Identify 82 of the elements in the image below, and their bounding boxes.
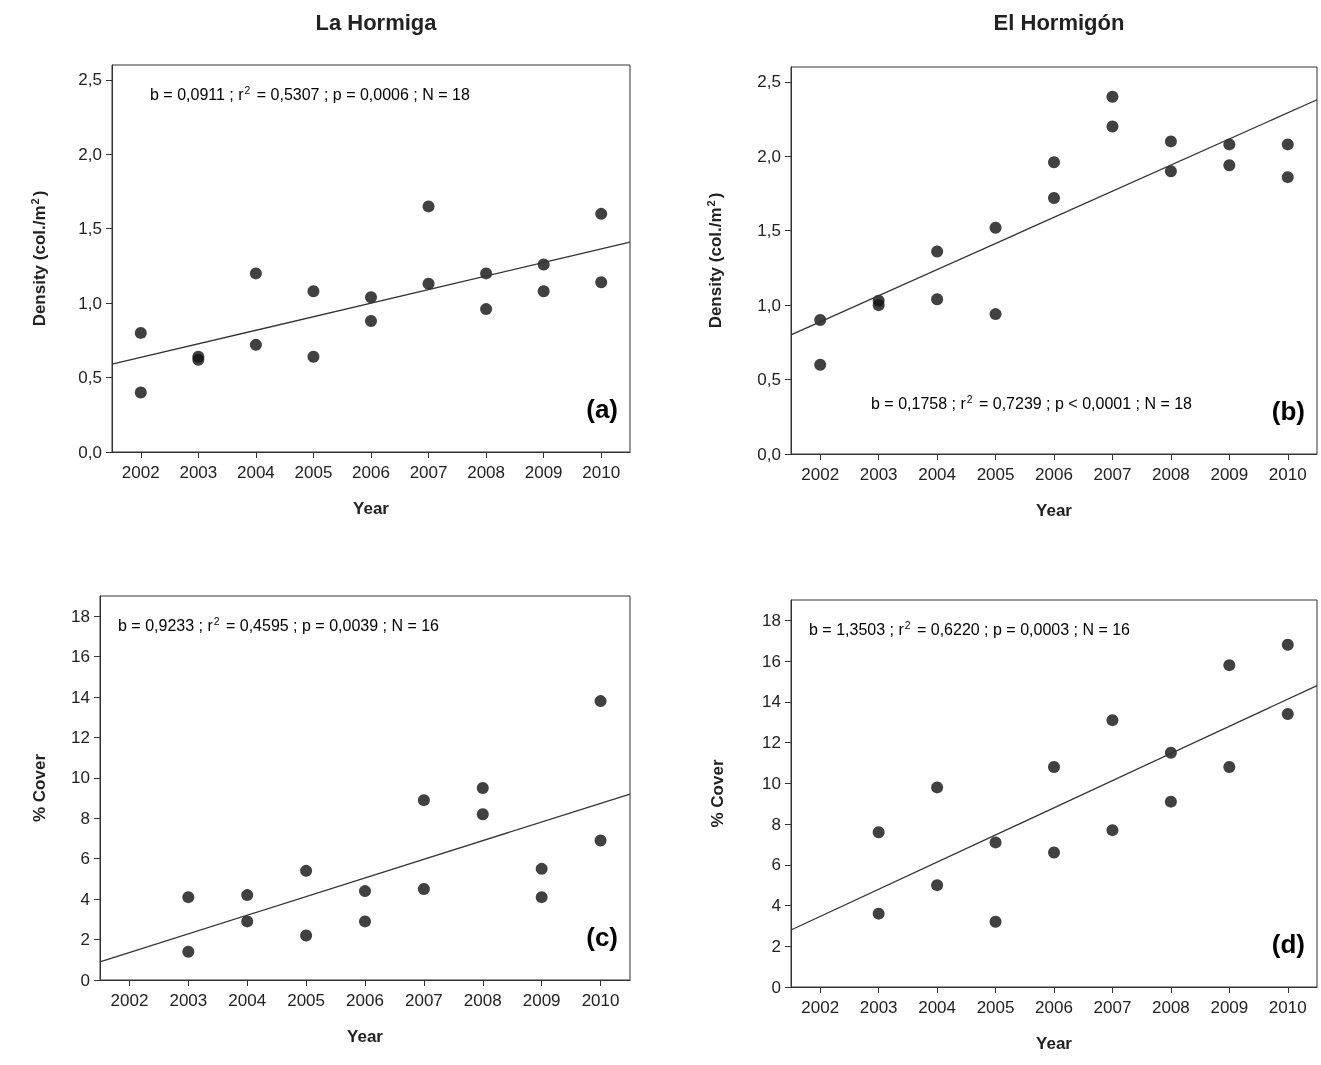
y-axis-title: Density (col./m2) [705,192,726,329]
y-tick-label: 4 [80,889,90,909]
x-tick-label: 2010 [582,463,621,482]
y-tick-label: 0,0 [757,444,781,464]
x-tick-label: 2008 [463,991,502,1010]
x-tick-label: 2007 [1093,465,1132,484]
x-tick-label: 2006 [346,991,384,1010]
y-axis-title: % Cover [30,753,49,823]
x-tick-label: 2005 [976,998,1015,1017]
y-tick-label: 18 [71,606,90,626]
y-tick-label: 2 [80,930,90,950]
x-tick-label: 2003 [169,991,208,1010]
x-tick-label: 2007 [404,991,443,1010]
x-tick-label: 2005 [976,465,1015,484]
x-tick-label: 2003 [859,998,898,1017]
x-tick-label: 2006 [1035,465,1073,484]
y-tick-label: 2,5 [78,70,102,90]
x-tick-label: 2010 [1268,465,1307,484]
x-axis-title: Year [1036,1034,1073,1053]
y-tick-label: 1,5 [78,219,102,239]
x-tick-label: 2004 [228,991,267,1010]
x-tick-label: 2009 [522,991,561,1010]
annotation: (b) [1271,396,1305,426]
x-tick-label: 2008 [1151,465,1190,484]
y-tick-label: 8 [771,814,781,834]
chart-title: La Hormiga [315,9,438,35]
y-tick-label: 16 [762,651,781,671]
y-tick-label: 0 [771,977,781,997]
y-tick-label: 18 [762,610,781,630]
y-tick-label: 14 [762,692,781,712]
x-tick-label: 2007 [409,463,448,482]
y-tick-label: 14 [71,687,90,707]
y-tick-label: 12 [71,727,90,747]
y-tick-label: 1,0 [757,295,781,315]
y-tick-label: 6 [771,855,781,875]
x-tick-label: 2005 [287,991,326,1010]
y-tick-label: 0 [80,970,90,990]
x-tick-label: 2010 [581,991,620,1010]
x-axis-title: Year [347,1027,384,1046]
y-axis-title: % Cover [708,759,727,828]
x-tick-label: 2010 [1268,998,1307,1017]
x-tick-label: 2005 [294,463,333,482]
x-tick-label: 2007 [1093,998,1132,1017]
y-tick-label: 6 [80,849,90,869]
y-tick-label: 10 [71,768,90,788]
x-tick-label: 2002 [801,465,840,484]
annotation: (a) [586,394,618,424]
y-tick-label: 2,5 [757,72,781,92]
y-tick-label: 2,0 [78,144,102,164]
x-tick-label: 2003 [179,463,218,482]
y-tick-label: 0,0 [78,442,102,462]
x-tick-label: 2008 [467,463,506,482]
x-tick-label: 2009 [1210,465,1249,484]
x-tick-label: 2002 [110,991,149,1010]
y-tick-label: 2,0 [757,146,781,166]
y-tick-label: 10 [762,773,781,793]
y-tick-label: 4 [771,896,781,916]
x-tick-label: 2008 [1151,998,1190,1017]
x-axis-title: Year [353,499,390,518]
x-tick-label: 2006 [1035,998,1073,1017]
y-tick-label: 1,5 [757,221,781,241]
y-tick-label: 8 [80,808,90,828]
x-tick-label: 2009 [524,463,563,482]
chart-title: El Hormigón [993,9,1125,35]
x-tick-label: 2009 [1210,998,1249,1017]
x-axis-title: Year [1036,501,1073,520]
y-tick-label: 12 [762,733,781,753]
x-tick-label: 2006 [352,463,390,482]
annotation: (c) [586,922,618,952]
y-tick-label: 0,5 [757,370,781,390]
x-tick-label: 2003 [859,465,898,484]
x-tick-label: 2004 [918,998,957,1017]
y-tick-label: 2 [771,936,781,956]
x-tick-label: 2002 [121,463,160,482]
x-tick-label: 2004 [236,463,275,482]
y-tick-label: 0,5 [78,368,102,388]
y-tick-label: 16 [71,647,90,667]
x-tick-label: 2004 [918,465,957,484]
y-axis-title: Density (col./m2) [29,190,50,327]
annotation: (d) [1271,929,1305,959]
y-tick-label: 1,0 [78,293,102,313]
x-tick-label: 2002 [801,998,840,1017]
